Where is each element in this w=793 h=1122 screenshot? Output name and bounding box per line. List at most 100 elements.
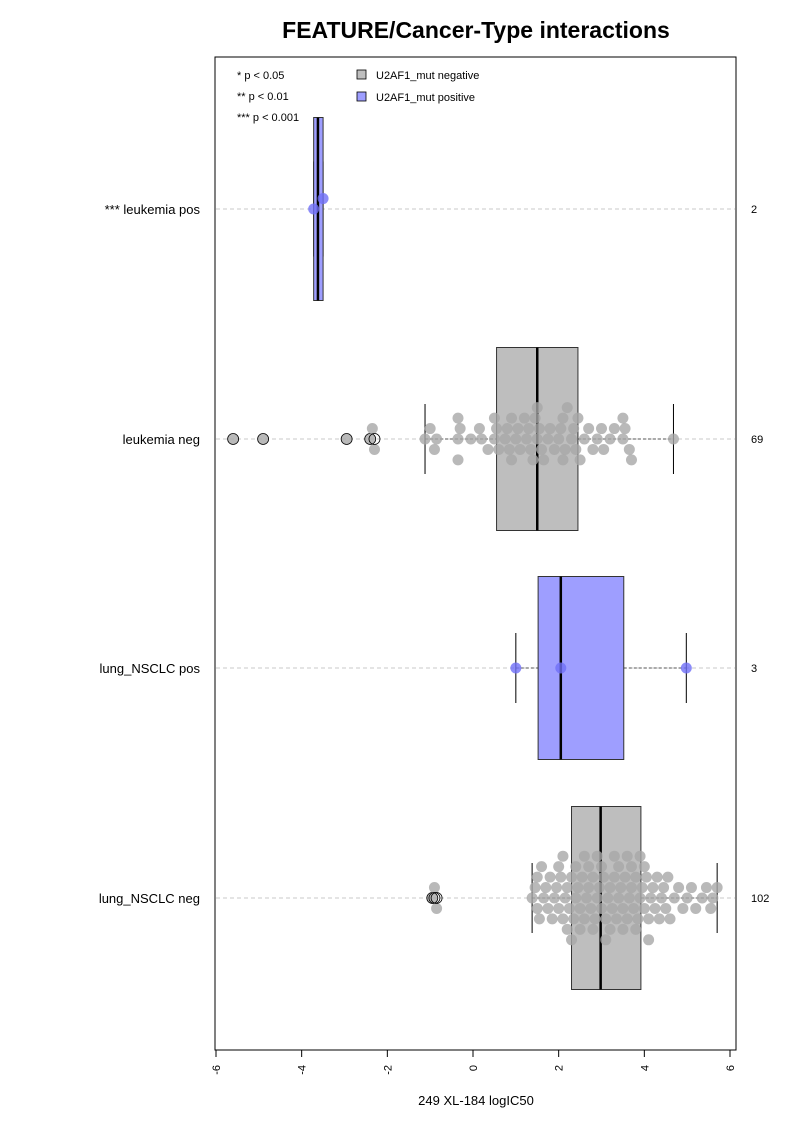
- data-point: [645, 892, 657, 904]
- legend: * p < 0.05 ** p < 0.01 *** p < 0.001 U2AF1_…: [237, 69, 479, 124]
- data-point: [593, 882, 605, 894]
- data-point: [613, 861, 625, 873]
- data-point: [529, 412, 541, 424]
- x-tick-label: 4: [639, 1065, 651, 1071]
- data-point: [538, 454, 550, 466]
- data-point: [525, 443, 537, 455]
- data-point: [533, 423, 545, 435]
- data-point: [677, 902, 689, 914]
- data-point: [428, 443, 440, 455]
- data-point: [643, 934, 655, 946]
- data-point: [638, 902, 650, 914]
- data-point: [514, 443, 526, 455]
- data-point: [488, 412, 500, 424]
- data-point: [568, 913, 580, 925]
- boxes: [313, 117, 718, 990]
- data-point: [452, 433, 464, 445]
- data-point: [619, 423, 631, 435]
- data-point: [591, 850, 603, 862]
- data-point: [606, 902, 618, 914]
- data-point: [553, 433, 565, 445]
- x-tick-label: -2: [382, 1065, 394, 1075]
- data-point: [617, 433, 629, 445]
- data-point: [591, 892, 603, 904]
- data-point: [499, 433, 511, 445]
- data-point: [681, 892, 693, 904]
- group-count-lung-nsclc-neg: 102: [751, 893, 769, 905]
- data-point: [553, 861, 565, 873]
- group-count-leukemia-neg: 69: [751, 434, 763, 446]
- data-point: [685, 882, 697, 894]
- data-point: [551, 882, 563, 894]
- data-point: [544, 871, 556, 883]
- data-point: [673, 882, 685, 894]
- x-tick-label: 2: [554, 1065, 566, 1071]
- data-point: [561, 923, 573, 935]
- data-point: [503, 443, 515, 455]
- x-tick-label: -4: [297, 1065, 309, 1075]
- group-count-lung-nsclc-pos: 3: [751, 663, 757, 675]
- data-point: [518, 412, 530, 424]
- data-point: [570, 443, 582, 455]
- data-point: [553, 902, 565, 914]
- data-point: [431, 433, 443, 445]
- data-point: [559, 892, 571, 904]
- data-point: [566, 934, 578, 946]
- chart-title: FEATURE/Cancer-Type interactions: [282, 17, 670, 43]
- data-point: [526, 892, 538, 904]
- data-point: [625, 861, 637, 873]
- data-point: [557, 454, 569, 466]
- data-point: [623, 892, 635, 904]
- data-point: [649, 902, 661, 914]
- data-point: [583, 861, 595, 873]
- data-points: [227, 193, 723, 946]
- data-point: [621, 913, 633, 925]
- x-axis: -6 -4 -2 0 2 4 6: [211, 1049, 737, 1075]
- data-point: [557, 913, 569, 925]
- outlier-marker: [368, 433, 381, 445]
- data-point: [555, 871, 567, 883]
- data-point: [531, 402, 543, 414]
- data-point: [619, 871, 631, 883]
- data-point: [523, 423, 535, 435]
- data-point: [634, 850, 646, 862]
- data-point: [667, 433, 679, 445]
- data-point: [578, 913, 590, 925]
- data-point: [428, 882, 440, 894]
- data-point: [587, 443, 599, 455]
- data-point: [536, 861, 548, 873]
- data-point: [491, 423, 503, 435]
- data-point: [578, 433, 590, 445]
- x-axis-label: 249 XL-184 logIC50: [418, 1093, 534, 1108]
- data-point: [555, 662, 567, 674]
- data-point: [574, 902, 586, 914]
- data-point: [625, 454, 637, 466]
- data-point: [604, 882, 616, 894]
- data-point: [660, 902, 672, 914]
- data-point: [476, 433, 488, 445]
- data-point: [668, 892, 680, 904]
- outlier-marker: [340, 433, 353, 445]
- group-label-lung-nsclc-neg: lung_NSCLC neg: [99, 891, 200, 906]
- data-point: [625, 882, 637, 894]
- data-point: [608, 850, 620, 862]
- data-point: [632, 913, 644, 925]
- data-point: [521, 433, 533, 445]
- data-point: [608, 423, 620, 435]
- data-point: [587, 871, 599, 883]
- data-point: [572, 882, 584, 894]
- data-point: [493, 443, 505, 455]
- data-point: [585, 902, 597, 914]
- data-point: [566, 871, 578, 883]
- data-point: [610, 913, 622, 925]
- data-point: [630, 923, 642, 935]
- data-point: [308, 203, 320, 215]
- data-point: [707, 892, 719, 904]
- data-point: [643, 913, 655, 925]
- data-point: [452, 412, 464, 424]
- outlier-marker: [430, 892, 443, 904]
- data-point: [542, 433, 554, 445]
- data-point: [570, 892, 582, 904]
- data-point: [531, 902, 543, 914]
- x-tick-label: 6: [725, 1065, 737, 1071]
